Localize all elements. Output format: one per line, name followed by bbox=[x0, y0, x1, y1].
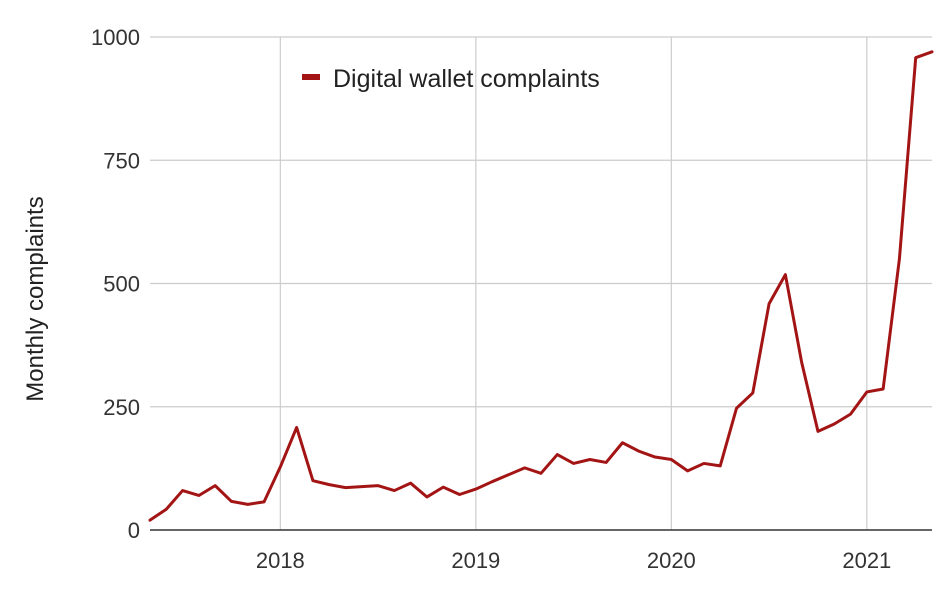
y-tick-label: 1000 bbox=[91, 25, 140, 50]
y-tick-label: 0 bbox=[128, 518, 140, 543]
x-tick-label: 2020 bbox=[647, 548, 696, 573]
x-tick-label: 2018 bbox=[256, 548, 305, 573]
legend: Digital wallet complaints bbox=[302, 65, 600, 93]
legend-swatch bbox=[302, 74, 320, 80]
y-tick-labels: 0 250 500 750 1000 bbox=[91, 25, 140, 543]
series-lines bbox=[148, 50, 934, 522]
x-tick-label: 2021 bbox=[842, 548, 891, 573]
grid-lines bbox=[150, 36, 932, 530]
y-tick-label: 250 bbox=[103, 395, 140, 420]
y-axis-label: Monthly complaints bbox=[22, 196, 49, 401]
x-tick-label: 2019 bbox=[451, 548, 500, 573]
series-line bbox=[148, 50, 934, 522]
y-tick-label: 500 bbox=[103, 272, 140, 297]
legend-label: Digital wallet complaints bbox=[333, 65, 600, 93]
y-tick-label: 750 bbox=[103, 148, 140, 173]
x-tick-labels: 2018 2019 2020 2021 bbox=[256, 548, 891, 573]
